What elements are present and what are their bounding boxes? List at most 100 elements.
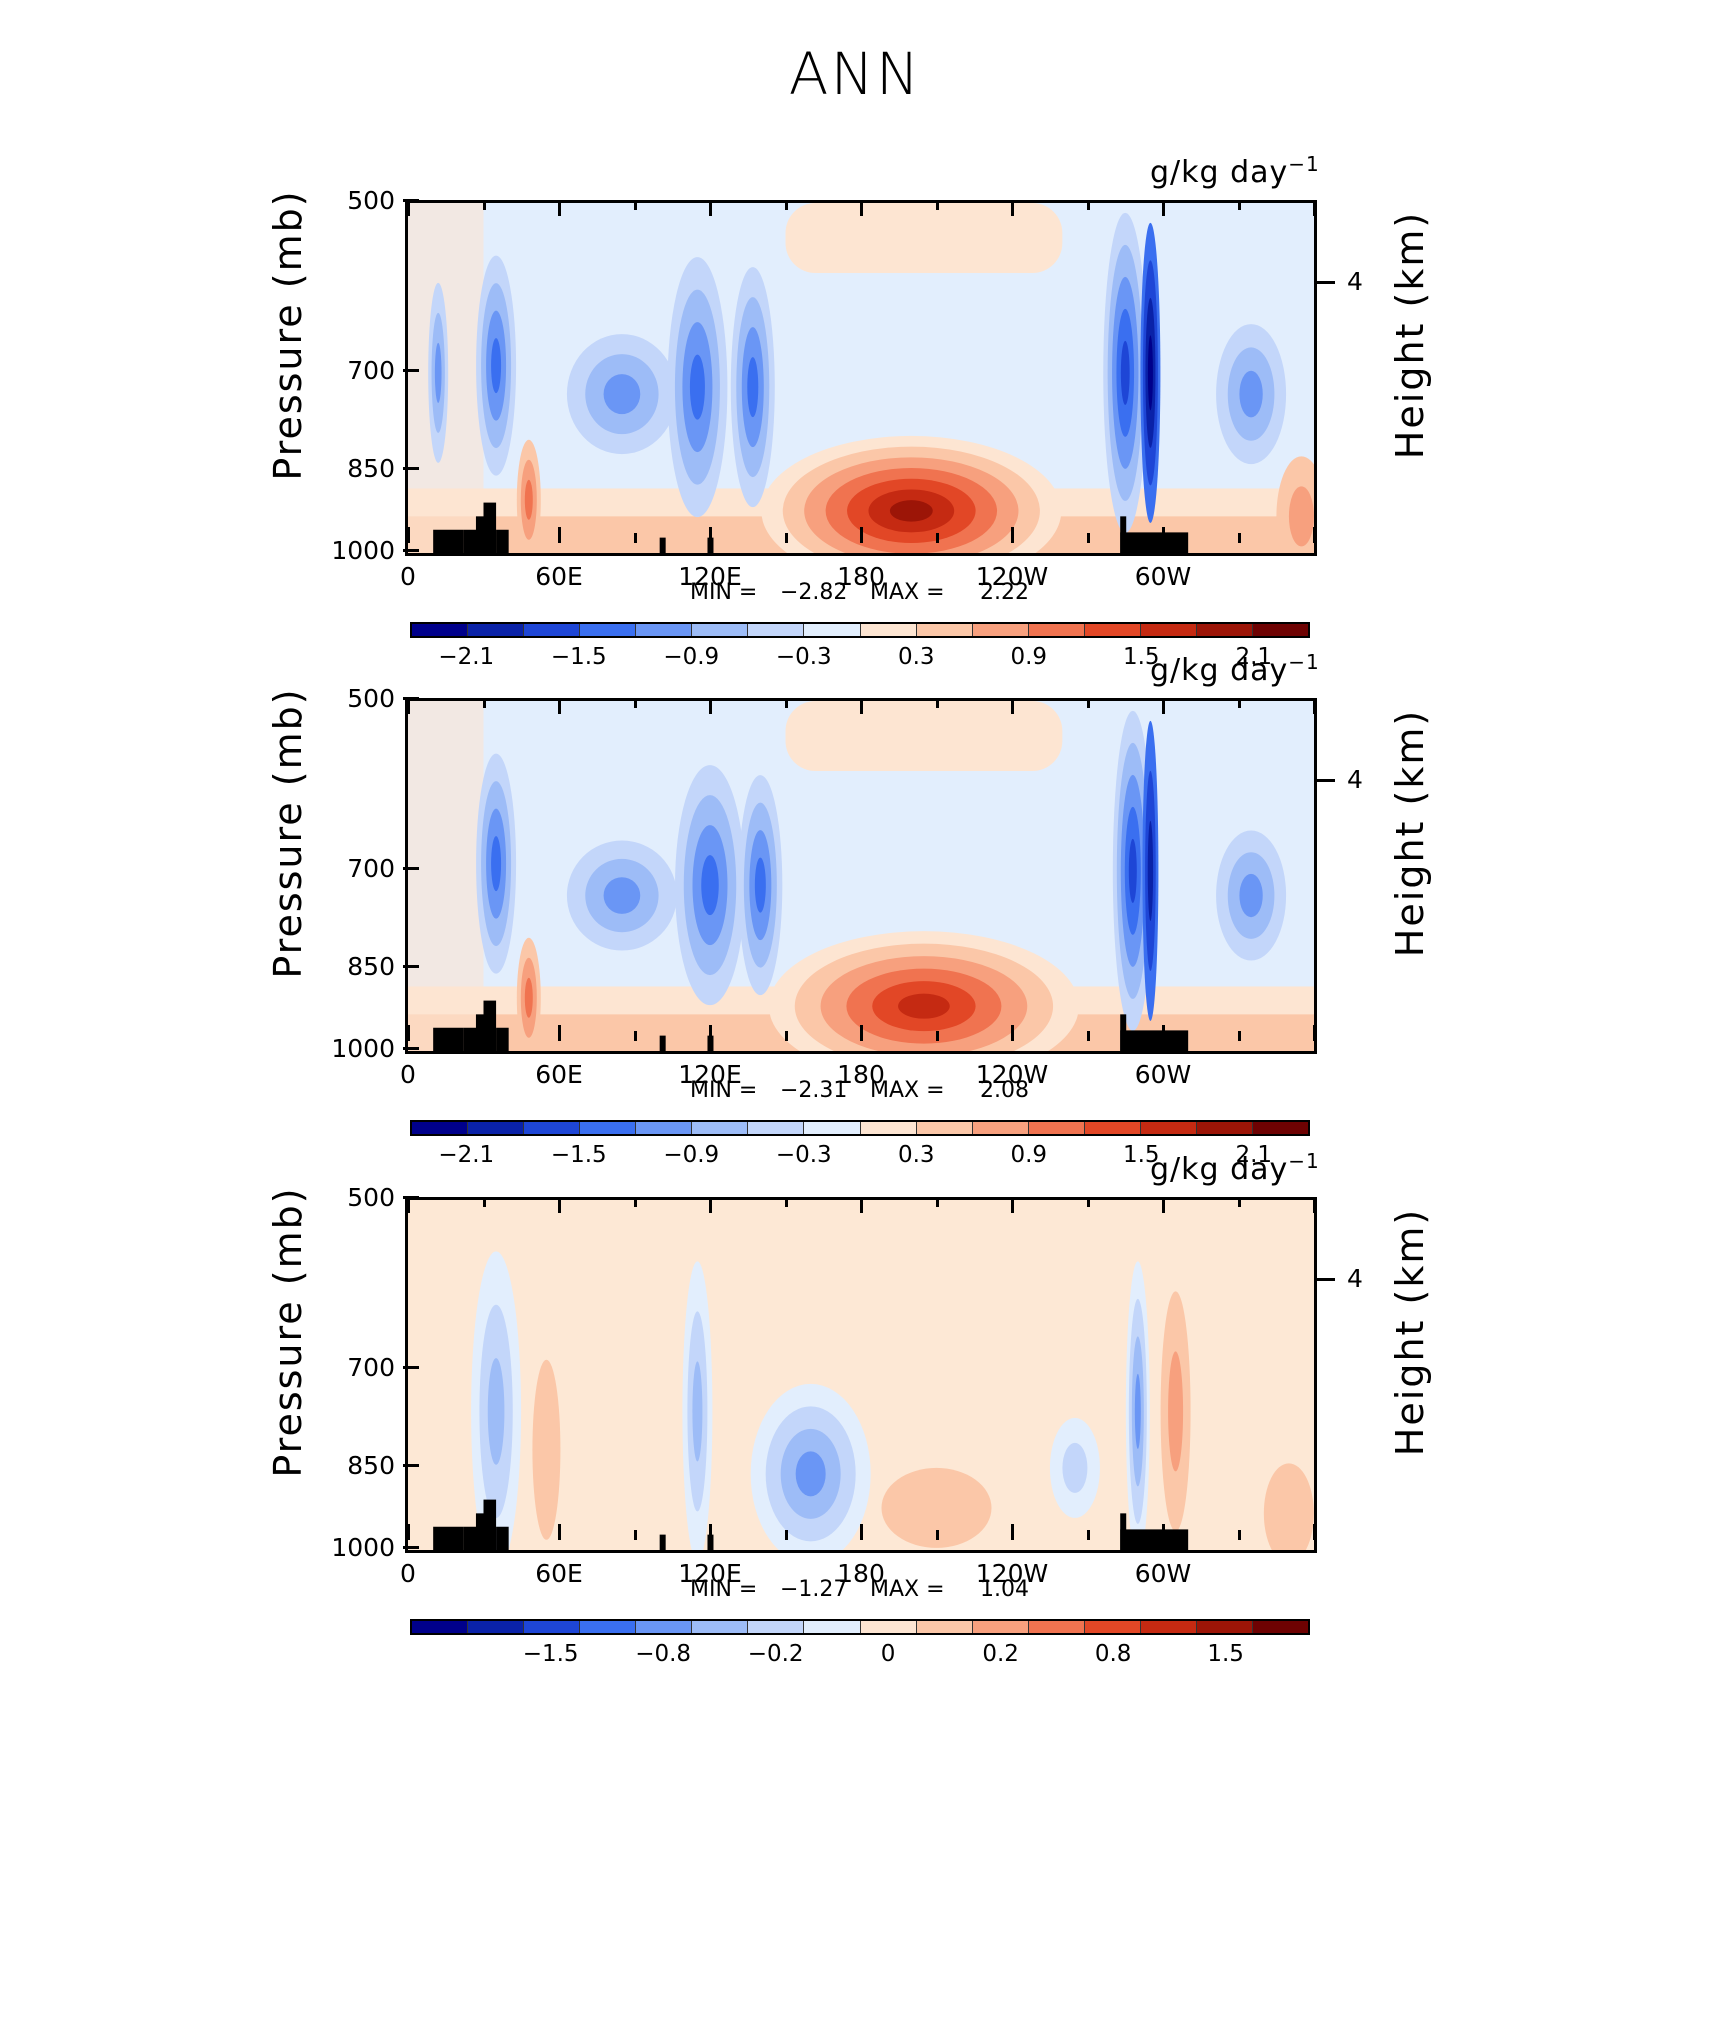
longitude-tickmark-top [860, 1197, 863, 1213]
topography-block-5 [659, 1035, 666, 1051]
longitude-tickmark-top [407, 1197, 410, 1213]
max-label: MAX = [870, 1577, 945, 1602]
pressure-tick-850: 850 [347, 1450, 395, 1480]
topography-block-7 [1120, 1529, 1189, 1550]
pacific-negative-difference-level-3 [795, 1451, 826, 1497]
colorbar-label-4: 0.3 [897, 1142, 935, 1168]
colorbar-swatch-6 [748, 1122, 805, 1134]
africa-positive-band [408, 701, 484, 1051]
west-africa-minimum-level-2 [434, 342, 442, 403]
africa-positive-difference-level-0 [532, 1359, 561, 1540]
colorbar-swatch-14 [1196, 1122, 1253, 1134]
longitude-tick-5: 60W [1134, 1060, 1192, 1089]
longitude-tickmark [860, 1524, 863, 1540]
pressure-tickmark [403, 1196, 419, 1199]
atlantic-maximum-level-1 [1288, 486, 1314, 547]
longitude-tickmark [1011, 527, 1014, 543]
longitude-tickmark [558, 1025, 561, 1041]
longitude-tickmark [860, 527, 863, 543]
pressure-tick-700: 700 [347, 853, 395, 883]
east-africa-maximum-level-2 [524, 479, 533, 520]
longitude-tickmark [860, 1025, 863, 1041]
longitude-tickmark [935, 1530, 939, 1540]
andes-positive-difference-level-1 [1168, 1351, 1184, 1472]
longitude-tick-0: 0 [400, 562, 416, 591]
longitude-tickmark [709, 1025, 712, 1041]
units-label: g/kg day−1 [1150, 650, 1320, 688]
topography-block-0 [433, 1027, 464, 1051]
colorbar-swatch-5 [692, 1122, 749, 1134]
height-tickmark [1315, 1278, 1335, 1281]
longitude-tickmark [407, 1524, 410, 1540]
longitude-tickmark-top [1162, 698, 1165, 714]
topography-block-0 [433, 1526, 464, 1550]
colorbar-label-1: −1.5 [550, 644, 607, 670]
longitude-tick-1: 60E [535, 562, 583, 591]
colorbar-label-1: −1.5 [550, 1142, 607, 1168]
colorbar-swatch-7 [804, 1122, 861, 1134]
topography-block-4 [496, 1027, 509, 1051]
colorbar-swatch-14 [1196, 1621, 1253, 1633]
colorbar-swatch-9 [916, 1122, 973, 1134]
min-value: −1.27 [780, 1577, 848, 1602]
max-label: MAX = [870, 580, 945, 605]
maritime-negative-difference-level-2 [692, 1361, 703, 1462]
colorbar-swatch-6 [748, 1621, 805, 1633]
longitude-tickmark-top [1237, 698, 1241, 708]
height-tickmark [1315, 281, 1335, 284]
longitude-tickmark-top [784, 698, 788, 708]
colorbar-swatch-5 [692, 1621, 749, 1633]
topography-block-6 [707, 1035, 714, 1051]
longitude-tickmark [935, 1031, 939, 1041]
colorbar-swatch-8 [860, 1122, 917, 1134]
longitude-tick-3: 180 [837, 1559, 885, 1588]
pressure-tickmark [403, 866, 419, 870]
longitude-tick-2: 120E [678, 1559, 742, 1588]
colorbar-swatch-3 [580, 1621, 637, 1633]
topography-block-8 [1120, 516, 1127, 553]
longitude-tickmark-top [1086, 698, 1090, 708]
longitude-tickmark [633, 533, 637, 543]
andes-core-minimum-level-3 [1147, 335, 1153, 411]
colorbar-swatch-12 [1084, 624, 1141, 636]
pressure-tickmark [403, 368, 419, 372]
longitude-tickmark [784, 1530, 788, 1540]
colorbar-label-6: 1.5 [1122, 1142, 1160, 1168]
contour-svg [408, 1200, 1314, 1550]
pressure-tickmark [403, 964, 419, 968]
colorbar-label-7: 2.1 [1235, 644, 1273, 670]
topography-block-7 [1120, 1030, 1189, 1051]
pacific-positive-difference-level-0 [881, 1467, 992, 1548]
colorbar-label-0: −1.5 [522, 1641, 579, 1667]
longitude-tickmark [784, 533, 788, 543]
colorbar-swatch-1 [468, 1621, 525, 1633]
andes-minimum-level-4 [1128, 838, 1137, 903]
colorbar-swatch-15 [1252, 1122, 1308, 1134]
topography-block-3 [483, 1000, 497, 1051]
pressure-axis-label: Pressure (mb) [266, 1186, 310, 1478]
longitude-tick-2: 120E [678, 1060, 742, 1089]
colorbar-swatch-12 [1084, 1122, 1141, 1134]
colorbar-label-3: 0 [880, 1641, 896, 1667]
longitude-tickmark-top [1313, 1197, 1316, 1213]
units-exponent: −1 [1288, 1149, 1320, 1173]
longitude-tickmark [1313, 527, 1316, 543]
height-axis-label: Height (km) [1388, 708, 1432, 958]
east-africa-maximum-level-2 [524, 977, 533, 1018]
units-exponent: −1 [1288, 650, 1320, 674]
colorbar-swatch-0 [412, 624, 469, 636]
longitude-tickmark [935, 533, 939, 543]
colorbar-swatch-4 [636, 624, 693, 636]
longitude-tickmark [1237, 1530, 1241, 1540]
colorbar-swatch-13 [1140, 624, 1197, 636]
colorbar-label-3: −0.3 [775, 644, 832, 670]
longitude-tickmark [784, 1031, 788, 1041]
pressure-tickmark [403, 1463, 419, 1467]
contour-svg [408, 203, 1314, 553]
colorbar-swatch-7 [804, 1621, 861, 1633]
pressure-tick-500: 500 [347, 1183, 395, 1212]
longitude-tickmark-top [860, 698, 863, 714]
colorbar-swatch-0 [412, 1621, 469, 1633]
topography-block-3 [483, 502, 497, 553]
longitude-tickmark [1162, 527, 1165, 543]
